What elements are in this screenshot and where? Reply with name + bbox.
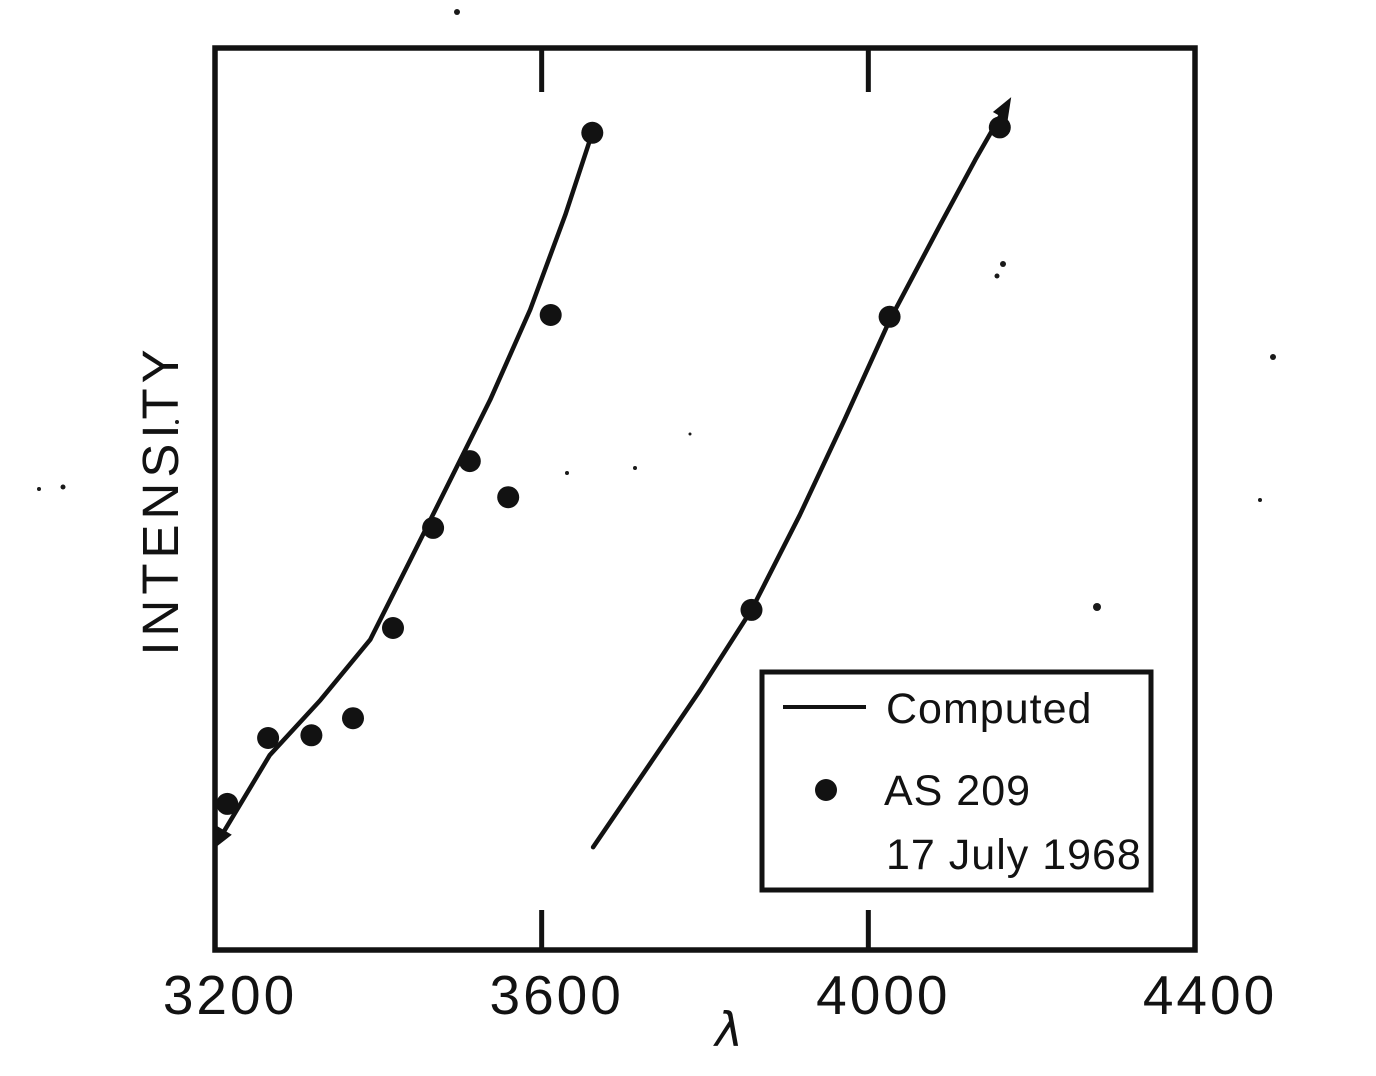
data-point-dot <box>216 792 239 815</box>
noise-speck <box>688 432 692 436</box>
curve-arrowhead <box>213 826 232 850</box>
y-axis-title: INTENSITY <box>132 344 189 655</box>
data-point-dot <box>382 617 404 639</box>
data-point-dot <box>458 450 481 473</box>
data-point-dot <box>539 304 562 326</box>
data-point-dot <box>497 486 520 509</box>
scan-noise <box>37 9 1276 611</box>
x-tick-label: 3200 <box>163 964 297 1026</box>
noise-speck <box>1093 603 1101 611</box>
noise-speck <box>60 484 66 490</box>
noise-speck <box>1000 261 1006 267</box>
x-axis-tick-labels: 3200 3600 4000 4400 <box>163 964 1277 1026</box>
x-axis-title: λ <box>712 1003 743 1058</box>
plot-frame <box>212 45 1198 953</box>
legend: Computed AS 209 17 July 1968 <box>759 669 1154 893</box>
noise-speck <box>994 273 1000 279</box>
x-axis-ticks <box>539 48 871 950</box>
x-tick-label: 3600 <box>489 964 623 1026</box>
noise-speck <box>565 471 569 475</box>
noise-speck <box>1270 354 1276 360</box>
noise-speck <box>633 466 637 470</box>
noise-speck <box>175 420 179 424</box>
data-point-dot <box>257 727 280 749</box>
data-point-dot <box>740 598 763 621</box>
curve-arrowhead <box>992 97 1012 121</box>
noise-speck <box>1258 498 1262 502</box>
data-point-dot <box>878 305 901 328</box>
observed-points <box>216 116 1011 815</box>
legend-label-date: 17 July 1968 <box>886 831 1142 879</box>
x-tick-label: 4400 <box>1143 964 1277 1026</box>
data-point-dot <box>581 121 604 144</box>
noise-speck <box>37 487 41 491</box>
computed-curve-path <box>590 106 1007 850</box>
data-point-dot <box>342 707 364 730</box>
noise-speck <box>454 9 460 15</box>
x-tick-label: 4000 <box>816 964 950 1026</box>
data-point-dot <box>300 724 323 747</box>
data-point-dot <box>422 516 445 539</box>
data-point-dot <box>988 116 1011 139</box>
legend-label-as209: AS 209 <box>884 767 1031 815</box>
legend-label-computed: Computed <box>886 685 1092 733</box>
legend-dot-marker <box>815 779 837 801</box>
